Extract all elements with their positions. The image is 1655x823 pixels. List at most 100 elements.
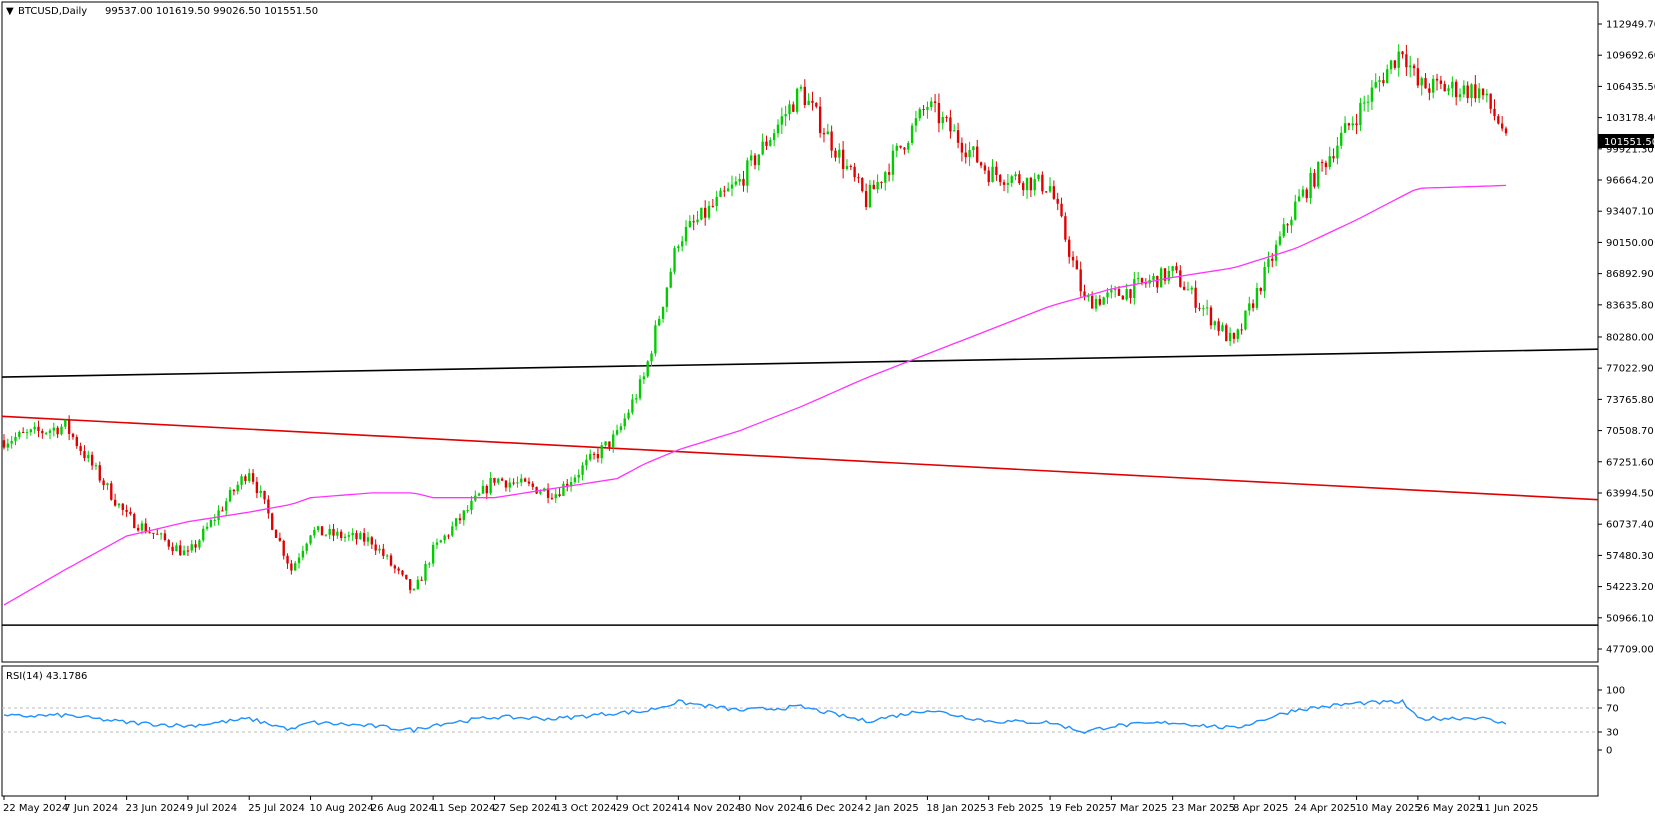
candle <box>638 375 642 401</box>
candle <box>1060 197 1063 218</box>
candle <box>297 553 301 569</box>
candle <box>742 170 745 192</box>
price-tick-label: 50966.10 <box>1606 613 1654 624</box>
candle <box>1006 173 1010 194</box>
candle <box>259 485 262 498</box>
candle <box>1182 281 1186 291</box>
candle <box>1504 126 1508 136</box>
candle <box>64 419 67 430</box>
candle <box>228 487 232 503</box>
candle <box>822 127 826 143</box>
candle <box>1301 185 1305 199</box>
date-tick-label: 16 Dec 2024 <box>800 803 864 814</box>
candle <box>129 507 132 516</box>
candle <box>37 420 40 438</box>
candle <box>1140 277 1144 286</box>
candle <box>1401 50 1404 59</box>
chart-title-arrow[interactable]: ▼ <box>6 6 14 17</box>
candle <box>566 479 569 492</box>
candle <box>956 122 960 149</box>
candle <box>466 505 469 514</box>
date-tick-label: 9 Jul 2024 <box>187 803 237 814</box>
candle <box>481 480 485 494</box>
candle <box>573 474 577 484</box>
candle <box>477 492 481 497</box>
candle <box>769 137 772 147</box>
candle <box>1374 73 1377 89</box>
candle <box>1282 217 1285 239</box>
candle <box>401 569 404 577</box>
rsi-tick-label: 100 <box>1606 686 1625 697</box>
candle <box>841 140 845 179</box>
candle <box>389 553 393 567</box>
candle <box>374 539 377 555</box>
candle <box>681 235 684 252</box>
date-tick-label: 13 Oct 2024 <box>555 803 617 814</box>
candle <box>738 173 741 186</box>
candle <box>282 539 285 560</box>
candle <box>255 476 259 499</box>
candle <box>1018 170 1021 185</box>
candle <box>1474 75 1477 103</box>
candle <box>1221 322 1224 332</box>
candle <box>895 143 898 158</box>
candle <box>1198 302 1201 312</box>
candle <box>416 576 420 590</box>
candle <box>1002 179 1006 192</box>
candle <box>458 513 462 525</box>
candle <box>723 185 726 197</box>
candle <box>271 512 274 531</box>
candle <box>1416 58 1420 89</box>
candle <box>1458 88 1462 102</box>
candle <box>362 528 366 546</box>
candle <box>619 423 623 433</box>
candle <box>159 532 163 540</box>
rsi-tick-label: 70 <box>1606 704 1619 715</box>
candle <box>1378 75 1381 92</box>
candle <box>1025 177 1029 199</box>
date-tick-label: 26 May 2025 <box>1417 803 1482 814</box>
candle <box>79 442 82 456</box>
candle <box>359 531 362 540</box>
candle <box>41 428 44 439</box>
price-tick-label: 80280.00 <box>1606 332 1654 343</box>
candle <box>1363 95 1366 112</box>
candle <box>688 215 692 229</box>
candle <box>48 428 52 440</box>
candle <box>1443 80 1446 92</box>
price-tick-label: 96664.20 <box>1606 176 1654 187</box>
candle <box>826 123 829 135</box>
candle <box>1324 160 1328 176</box>
candle <box>1455 79 1458 106</box>
candle <box>1274 240 1278 267</box>
candle <box>343 533 347 543</box>
candle <box>462 509 465 526</box>
candle <box>853 162 856 182</box>
candle <box>562 481 565 497</box>
candle <box>608 441 611 451</box>
date-tick-label: 2 Jan 2025 <box>865 803 919 814</box>
candle <box>1186 281 1190 291</box>
candle <box>1248 296 1251 316</box>
candle <box>508 477 511 493</box>
price-tick-label: 77022.90 <box>1606 364 1654 375</box>
candle <box>248 468 251 483</box>
candle <box>726 182 730 192</box>
price-tick-label: 109692.60 <box>1606 51 1655 62</box>
candles <box>2 44 1508 594</box>
date-tick-label: 23 Mar 2025 <box>1172 803 1235 814</box>
candle <box>1409 55 1412 78</box>
candle <box>1359 97 1362 132</box>
candle <box>792 101 795 113</box>
candle <box>734 176 738 187</box>
candle <box>650 350 653 367</box>
candle <box>6 438 10 452</box>
chart-ohlc: 99537.00 101619.50 99026.50 101551.50 <box>105 6 318 17</box>
candle <box>711 198 715 208</box>
candle <box>803 79 806 109</box>
candle <box>887 163 891 182</box>
candle <box>1075 255 1079 270</box>
date-tick-label: 7 Mar 2025 <box>1110 803 1167 814</box>
candle <box>1278 231 1282 247</box>
